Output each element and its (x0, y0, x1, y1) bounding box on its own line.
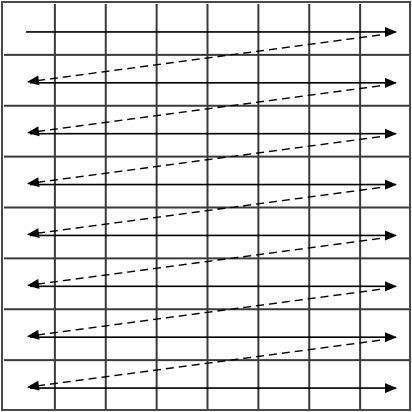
return-lines (27, 34, 381, 391)
grid (4, 4, 411, 411)
return-arrow (27, 34, 381, 86)
return-arrow (27, 186, 381, 238)
scan-lines (26, 26, 397, 394)
return-arrow (27, 339, 381, 391)
return-arrow (27, 136, 381, 188)
return-arrow (27, 85, 381, 137)
return-arrow (27, 288, 381, 340)
return-arrow (27, 237, 381, 289)
